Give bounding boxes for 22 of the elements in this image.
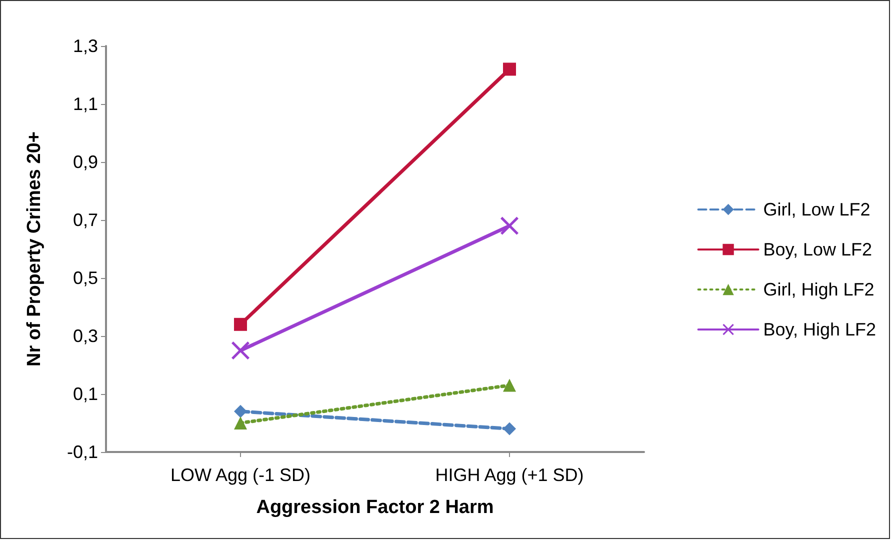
y-axis-title: Nr of Property Crimes 20+	[24, 132, 45, 366]
legend-label: Boy, High LF2	[763, 320, 876, 340]
y-tick-label: 0,3	[72, 326, 98, 346]
y-tick-label: 0,1	[72, 384, 98, 404]
x-tick-label: HIGH Agg (+1 SD)	[435, 465, 584, 485]
point	[234, 404, 247, 418]
y-tick-label: -0,1	[66, 442, 98, 462]
y-tick-label: 1,3	[72, 36, 98, 56]
legend-label: Girl, Low LF2	[763, 200, 870, 220]
y-tick-label: 0,7	[72, 210, 98, 230]
point	[234, 318, 247, 331]
point	[503, 62, 516, 76]
y-tick-label: 0,9	[72, 152, 98, 172]
point	[500, 216, 518, 235]
y-tick-label: 0,5	[72, 268, 98, 288]
x-axis-title: Aggression Factor 2 Harm	[256, 497, 494, 518]
point	[503, 422, 516, 436]
legend-label: Boy, Low LF2	[763, 240, 872, 260]
point	[232, 342, 250, 360]
x-tick-label: LOW Agg (-1 SD)	[170, 465, 311, 485]
y-tick-label: 1,1	[72, 94, 98, 114]
legend-label: Girl, High LF2	[763, 280, 874, 300]
